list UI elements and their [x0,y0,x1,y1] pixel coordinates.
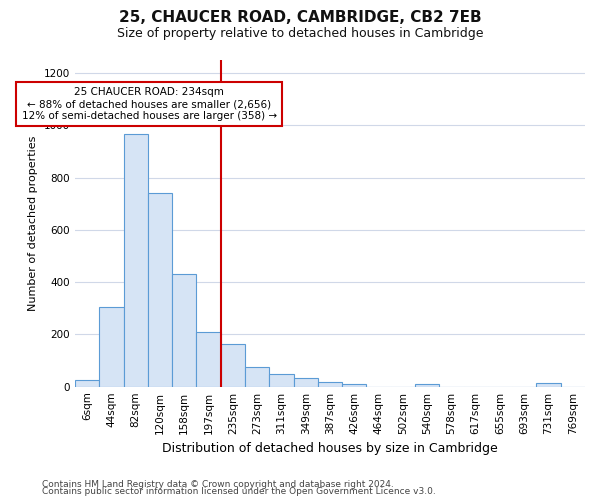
Text: 25 CHAUCER ROAD: 234sqm
← 88% of detached houses are smaller (2,656)
12% of semi: 25 CHAUCER ROAD: 234sqm ← 88% of detache… [22,88,277,120]
Bar [172,274,196,386]
Bar [245,367,269,386]
Text: 25, CHAUCER ROAD, CAMBRIDGE, CB2 7EB: 25, CHAUCER ROAD, CAMBRIDGE, CB2 7EB [119,10,481,25]
Text: Size of property relative to detached houses in Cambridge: Size of property relative to detached ho… [117,28,483,40]
Bar [415,384,439,386]
Text: Contains public sector information licensed under the Open Government Licence v3: Contains public sector information licen… [42,487,436,496]
Bar [75,380,100,386]
Bar [269,374,293,386]
Bar [293,378,318,386]
Bar [536,383,561,386]
Bar [221,344,245,386]
Y-axis label: Number of detached properties: Number of detached properties [28,136,38,311]
Bar [148,192,172,386]
Text: Contains HM Land Registry data © Crown copyright and database right 2024.: Contains HM Land Registry data © Crown c… [42,480,394,489]
Bar [124,134,148,386]
Bar [100,307,124,386]
Bar [196,332,221,386]
Bar [342,384,367,386]
X-axis label: Distribution of detached houses by size in Cambridge: Distribution of detached houses by size … [162,442,498,455]
Bar [318,382,342,386]
